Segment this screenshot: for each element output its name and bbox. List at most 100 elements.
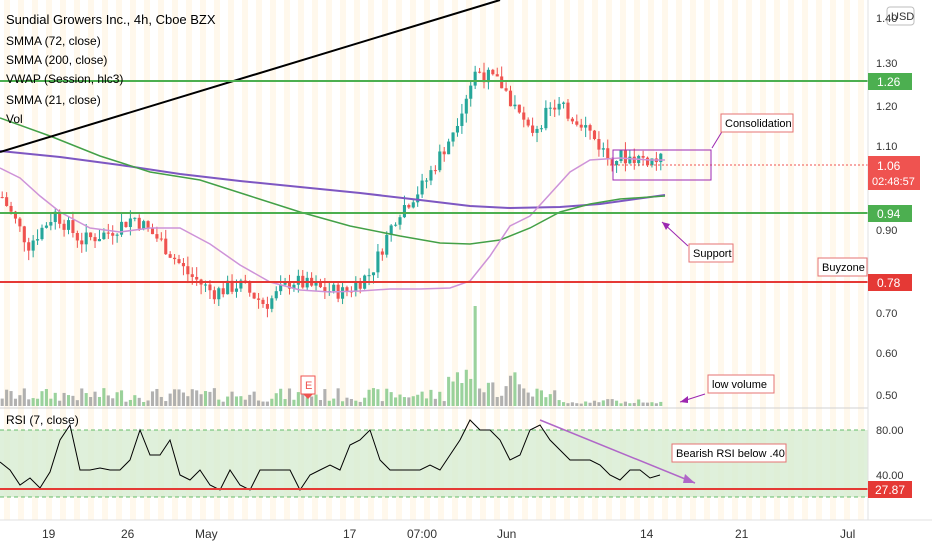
volume-bar: [535, 388, 539, 406]
candle-body: [371, 272, 376, 276]
volume-bar: [358, 401, 362, 406]
volume-bar: [199, 394, 203, 406]
candle-body: [146, 221, 150, 228]
rsi-panel-label[interactable]: RSI (7, close): [6, 413, 79, 427]
candle-body: [455, 125, 460, 133]
candle-body: [9, 205, 13, 212]
volume-bar: [442, 401, 446, 406]
volume-bar: [394, 397, 398, 406]
candle-body: [296, 275, 300, 285]
consolidation-note: Consolidation: [725, 118, 792, 130]
volume-bar: [632, 402, 636, 406]
volume-bar: [606, 399, 610, 406]
candle-body: [133, 217, 137, 219]
rsi-arrowhead: [683, 474, 695, 483]
indicator-vwap[interactable]: VWAP (Session, hlc3): [6, 72, 123, 86]
tick-rsi-80: 80.00: [876, 425, 904, 437]
volume-bar: [102, 388, 106, 406]
session-stripe: [326, 0, 332, 520]
volume-bar: [455, 372, 460, 406]
volume-bar: [615, 400, 619, 406]
candle-body: [504, 88, 508, 91]
volume-bar: [75, 400, 79, 406]
currency-label: USD: [891, 11, 914, 23]
candle-body: [195, 276, 199, 280]
candle-body: [367, 275, 371, 277]
volume-bar: [305, 397, 309, 406]
tick-1-20: 1.20: [876, 101, 897, 113]
candle-body: [526, 119, 530, 126]
candle-body: [407, 205, 411, 208]
session-stripe: [32, 0, 38, 520]
session-stripe: [200, 0, 206, 520]
candle-body: [575, 121, 579, 125]
time-tick-may: May: [195, 527, 218, 541]
volume-bar: [548, 394, 552, 406]
volume-bar: [544, 397, 548, 406]
candle-body: [376, 251, 380, 273]
volume-bar: [106, 395, 110, 406]
session-stripe: [578, 0, 584, 520]
symbol-title[interactable]: Sundial Growers Inc., 4h, Cboe BZX: [6, 12, 216, 27]
volume-bar: [645, 402, 650, 406]
candle-body: [380, 251, 384, 255]
candle-body: [478, 71, 482, 73]
volume-bar: [221, 401, 225, 406]
indicator-vol[interactable]: Vol: [6, 112, 23, 126]
tick-rsi-40: 40.00: [876, 470, 904, 482]
volume-bar: [234, 396, 239, 406]
volume-bar: [522, 388, 526, 406]
volume-bar: [654, 403, 658, 406]
session-stripe: [214, 0, 220, 520]
candle-body: [75, 232, 79, 241]
volume-bar: [354, 400, 358, 406]
candle-body: [544, 107, 548, 129]
candle-body: [394, 224, 398, 226]
session-stripe: [4, 0, 10, 520]
time-axis[interactable]: 19 26 May 17 07:00 Jun 14 21 Jul: [0, 519, 932, 541]
session-stripe: [284, 0, 290, 520]
tick-0-60: 0.60: [876, 348, 897, 360]
session-stripe: [424, 0, 430, 520]
volume-bar: [659, 401, 663, 406]
volume-bar: [451, 381, 455, 406]
candle-body: [610, 158, 614, 166]
price-axis[interactable]: USD 1.40 1.30 1.20 1.10 0.90 0.70 0.60 0…: [867, 0, 920, 520]
volume-bar: [332, 398, 336, 406]
candle-body: [562, 102, 566, 104]
volume-bar: [287, 388, 292, 406]
candle-body: [120, 221, 124, 235]
candle-body: [659, 153, 663, 163]
candle-body: [292, 284, 296, 289]
candle-body: [535, 128, 539, 133]
earnings-marker[interactable]: E: [305, 380, 312, 392]
session-stripe: [46, 0, 52, 520]
volume-bar: [526, 392, 530, 406]
volume-bar: [181, 392, 185, 406]
candle-body: [641, 155, 645, 158]
candle-body: [557, 103, 561, 110]
volume-bar: [217, 399, 221, 406]
legend[interactable]: Sundial Growers Inc., 4h, Cboe BZX SMMA …: [6, 12, 216, 427]
indicator-smma200[interactable]: SMMA (200, close): [6, 53, 107, 67]
volume-bar: [349, 398, 353, 406]
candle-body: [522, 112, 526, 120]
candle-body: [212, 290, 216, 300]
candle-body: [402, 205, 406, 218]
volume-bar: [584, 401, 588, 406]
candle-body: [420, 180, 424, 195]
volume-bar: [367, 389, 371, 406]
indicator-smma21[interactable]: SMMA (21, close): [6, 93, 101, 107]
session-stripe: [564, 0, 570, 520]
candle-body: [345, 287, 349, 292]
volume-bar: [570, 402, 574, 406]
candle-body: [230, 280, 234, 292]
currency-box[interactable]: [886, 6, 915, 26]
volume-bar: [517, 384, 521, 406]
indicator-smma72[interactable]: SMMA (72, close): [6, 34, 101, 48]
volume-bar: [270, 398, 274, 406]
candle-body: [341, 287, 345, 299]
session-stripe: [368, 0, 374, 520]
candle-body: [566, 102, 570, 119]
